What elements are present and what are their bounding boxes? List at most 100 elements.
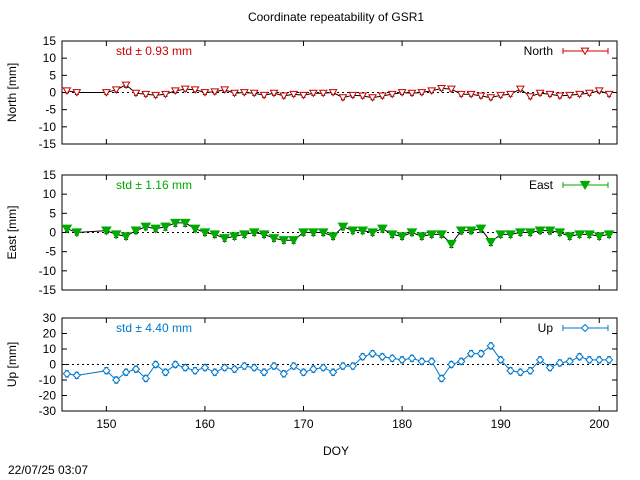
data-point-marker — [112, 375, 121, 385]
y-tick-label: -15 — [39, 137, 57, 151]
data-point-marker — [161, 368, 170, 377]
data-point-marker — [338, 94, 348, 102]
data-point-marker — [555, 92, 565, 101]
data-point-marker — [318, 89, 328, 98]
y-tick-label: 10 — [43, 342, 57, 356]
data-point-marker — [190, 366, 200, 375]
y-axis-label: North [mm] — [5, 63, 19, 122]
y-tick-label: 10 — [43, 51, 57, 65]
data-point-marker — [250, 363, 259, 372]
y-tick-label: 15 — [43, 168, 57, 182]
x-axis-tick-labels: 150 160 170 180 190 200 — [96, 417, 609, 431]
data-point-marker — [466, 90, 476, 99]
data-point-marker — [180, 85, 190, 94]
data-point-marker — [368, 94, 377, 102]
data-point-marker — [328, 368, 338, 377]
x-axis-label: DOY — [323, 444, 349, 458]
data-point-marker — [101, 89, 111, 97]
data-point-marker — [269, 89, 279, 98]
data-point-marker — [466, 349, 476, 358]
y-tick-label: 0 — [49, 86, 56, 100]
data-point-marker — [140, 222, 152, 232]
data-point-marker — [545, 363, 555, 372]
data-point-marker — [575, 352, 584, 361]
y-tick-label: 0 — [49, 226, 56, 240]
data-point-marker — [131, 364, 141, 374]
data-point-marker — [348, 91, 358, 100]
data-point-marker — [120, 232, 132, 242]
data-point-marker — [347, 226, 359, 236]
data-point-marker — [170, 87, 180, 96]
data-point-marker — [230, 364, 239, 374]
data-point-marker — [565, 91, 575, 100]
y-tick-label: 0 — [49, 358, 56, 372]
data-point-marker — [62, 87, 72, 96]
x-tick-label: 170 — [294, 417, 314, 431]
data-point-marker — [584, 230, 595, 240]
data-point-marker — [200, 89, 210, 97]
data-point-marker — [72, 371, 81, 380]
data-point-marker — [515, 228, 526, 238]
data-point-marker — [189, 224, 201, 234]
x-tick-label: 190 — [491, 417, 511, 431]
y-tick-label: 15 — [43, 34, 57, 48]
data-point-marker — [584, 89, 594, 98]
panel-north: -15 -10 -5 0 5 10 15 North [mm] std ± 0.93 mm Nor… — [5, 34, 618, 151]
data-point-marker — [248, 228, 260, 238]
data-point-marker — [230, 89, 239, 98]
data-point-marker — [219, 234, 231, 244]
data-point-marker — [437, 85, 447, 93]
data-point-marker — [446, 239, 457, 250]
data-point-marker — [299, 91, 308, 100]
data-point-marker — [210, 88, 220, 97]
data-point-marker — [486, 94, 496, 102]
panels: -15 -10 -5 0 5 10 15 North [mm] std ± 0.93 mm Nor… — [5, 34, 618, 418]
data-point-marker — [358, 352, 367, 361]
data-point-marker — [506, 90, 516, 99]
data-point-marker — [348, 361, 358, 371]
y-tick-label: 30 — [43, 311, 57, 325]
std-annotation: std ± 1.16 mm — [116, 178, 192, 192]
data-point-marker — [169, 218, 181, 228]
x-tick-label: 160 — [195, 417, 215, 431]
data-point-marker — [604, 355, 614, 365]
data-point-marker — [299, 368, 308, 377]
data-point-marker — [406, 228, 418, 238]
data-point-marker — [171, 360, 180, 369]
data-point-marker — [309, 364, 318, 374]
data-point-marker — [61, 224, 73, 234]
data-point-marker — [288, 236, 300, 246]
std-annotation: std ± 0.93 mm — [116, 44, 192, 58]
data-point-marker — [544, 226, 556, 236]
data-point-marker — [505, 230, 516, 240]
data-point-marker — [535, 89, 545, 98]
data-point-marker — [593, 232, 605, 242]
data-point-marker — [72, 89, 82, 97]
data-point-marker — [151, 91, 161, 100]
data-point-marker — [525, 93, 535, 101]
data-point-marker — [457, 357, 466, 366]
data-point-marker — [268, 234, 280, 244]
data-point-marker — [181, 363, 190, 372]
data-point-marker — [308, 228, 319, 238]
data-point-marker — [130, 226, 142, 236]
data-point-marker — [437, 374, 446, 383]
y-tick-label: -10 — [39, 264, 57, 278]
data-point-marker — [289, 361, 298, 371]
data-point-marker — [387, 90, 397, 99]
data-point-marker — [111, 86, 121, 94]
data-point-marker — [367, 228, 378, 238]
data-point-marker — [161, 90, 170, 99]
y-tick-label: 10 — [43, 187, 57, 201]
data-point-marker — [269, 361, 279, 371]
data-point-marker — [476, 92, 486, 101]
data-point-marker — [308, 89, 318, 98]
data-point-marker — [476, 349, 486, 358]
data-point-marker — [357, 226, 369, 236]
data-point-marker — [579, 180, 591, 191]
data-point-marker — [456, 90, 466, 99]
x-tick-label: 150 — [96, 417, 116, 431]
data-point-marker — [259, 91, 269, 100]
data-point-marker — [239, 89, 249, 97]
